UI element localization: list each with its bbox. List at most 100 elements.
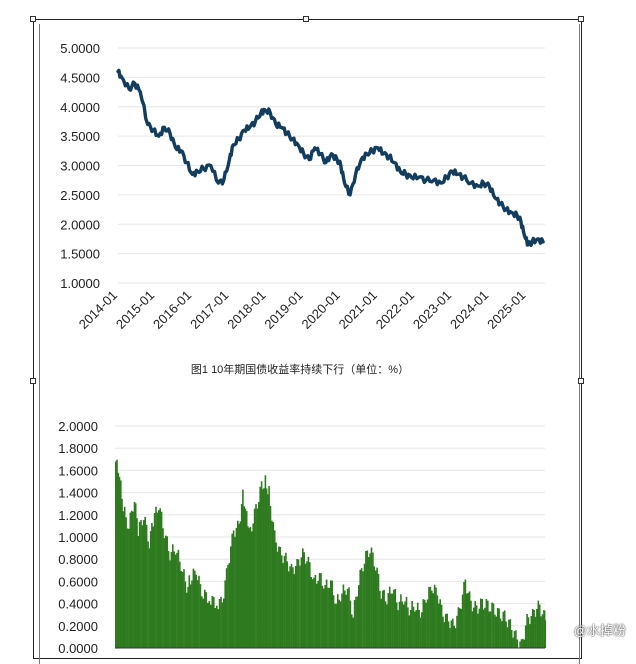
x-tick-label: 2015-01 [113,288,157,332]
y-tick-label: 0.0000 [58,641,98,653]
y-tick-label: 1.6000 [58,463,98,478]
bar [491,603,493,649]
bar [226,568,228,648]
bar [195,575,197,648]
bar [376,568,378,648]
bar [324,585,326,648]
x-tick-label: 2024-01 [447,288,491,332]
bar [365,551,367,648]
bar [396,602,398,648]
bar [389,587,391,648]
bar [200,584,202,648]
bar [486,599,488,648]
bar [521,639,523,648]
bar [320,573,322,648]
bar [479,609,481,648]
bar [407,608,409,649]
bar [539,605,541,648]
bar [414,612,416,648]
y-tick-label: 1.5000 [60,247,100,262]
bar [292,567,294,648]
bar [251,531,253,648]
y-tick-label: 2.0000 [60,217,100,232]
bar [421,612,423,648]
bar [310,577,312,648]
x-tick-label: 2020-01 [299,288,343,332]
bar [403,605,405,649]
bar [519,642,521,649]
bar [295,566,297,648]
bar [382,591,384,648]
y-tick-label: 1.2000 [58,508,98,523]
bar [438,604,440,648]
bar [511,630,513,648]
bar [270,506,272,648]
bar [497,608,499,648]
bar [191,580,193,648]
bar [361,568,363,648]
bar [427,600,429,649]
bar [330,580,332,648]
series-line [118,70,543,245]
bar [525,626,527,649]
bar [194,571,196,648]
bar [383,590,385,648]
bar [137,536,139,648]
bar [444,622,446,648]
x-tick-label: 2018-01 [224,288,268,332]
chart-caption: 图1 10年期国债收益率持续下行（单位：%） [191,362,409,376]
bar [124,507,126,648]
bar [348,587,350,648]
bar [451,620,453,648]
bar [347,589,349,648]
bar [386,605,388,649]
bar [284,556,286,648]
bar [508,620,510,648]
x-tick-label: 2025-01 [484,288,528,332]
bar [517,640,519,649]
bar [483,610,485,648]
bar [231,534,233,648]
bar [500,619,502,649]
bar [507,627,509,648]
bar [453,626,455,648]
bar [480,599,482,649]
bar [291,564,293,648]
bar [338,600,340,648]
bar [390,594,392,648]
bar [430,587,432,648]
bar [417,603,419,648]
y-tick-label: 0.6000 [58,574,98,589]
bar [259,487,261,648]
bar [466,594,468,649]
bar [463,582,465,648]
bar [445,614,447,648]
bar [125,517,127,648]
bar [298,559,300,648]
bar [176,553,178,648]
bar [351,614,353,648]
bar [372,553,374,649]
bar [210,605,212,648]
bar [355,597,357,648]
bar [139,522,141,648]
bar [535,617,537,648]
x-tick-label: 2023-01 [410,288,454,332]
bar [469,591,471,648]
bar [217,609,219,648]
bar [473,608,475,648]
bar [456,616,458,648]
bar [503,612,505,648]
bar [350,601,352,648]
bar [157,513,159,649]
bar [334,604,336,648]
bar [367,551,369,649]
bar [399,602,401,648]
bar [529,624,531,648]
bar [146,525,148,648]
bar [487,601,489,648]
bar [130,513,132,648]
bar [280,547,282,648]
bar [301,557,303,648]
bar [190,584,192,648]
